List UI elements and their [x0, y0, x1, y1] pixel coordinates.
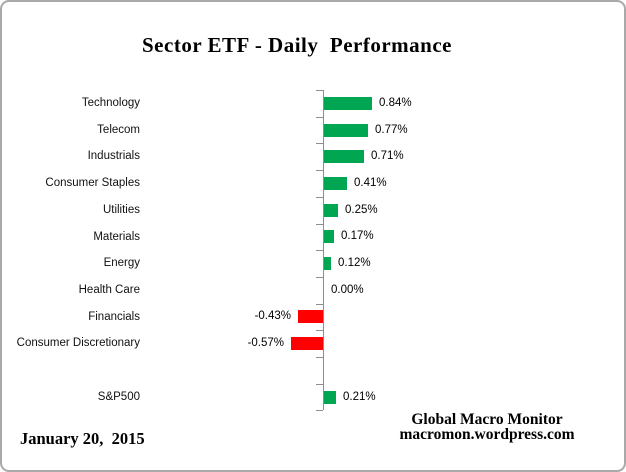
value-label: -0.57% — [247, 337, 284, 349]
value-label: 0.17% — [341, 230, 374, 242]
positive-bar — [324, 150, 364, 163]
positive-bar — [324, 391, 336, 404]
negative-bar — [291, 337, 323, 350]
value-label: 0.41% — [354, 177, 387, 189]
category-label: Health Care — [78, 283, 140, 296]
category-label: Materials — [93, 230, 140, 243]
axis-tick-mark — [316, 90, 323, 91]
axis-tick-mark — [316, 304, 323, 305]
value-label: 0.71% — [371, 150, 404, 162]
value-label: 0.84% — [379, 97, 412, 109]
axis-tick-mark — [316, 357, 323, 358]
category-label: Technology — [81, 97, 140, 109]
category-label: S&P500 — [97, 390, 140, 403]
category-label: Telecom — [97, 123, 140, 136]
chart-title: Sector ETF - Daily Performance — [142, 33, 452, 57]
category-label: Financials — [88, 310, 140, 323]
category-label: Consumer Discretionary — [16, 337, 140, 350]
value-label: 0.25% — [345, 204, 378, 216]
positive-bar — [324, 97, 372, 110]
brand-attribution: Global Macro Monitor macromon.wordpress.… — [367, 411, 607, 443]
positive-bar — [324, 204, 338, 217]
positive-bar — [324, 257, 331, 270]
value-label: 0.00% — [331, 284, 364, 296]
axis-tick-mark — [316, 277, 323, 278]
brand-url: macromon.wordpress.com — [399, 425, 575, 443]
value-label: 0.12% — [338, 257, 371, 269]
axis-tick-mark — [316, 197, 323, 198]
negative-bar — [298, 310, 323, 323]
axis-tick-mark — [316, 143, 323, 144]
axis-tick-mark — [316, 117, 323, 118]
category-label: Utilities — [102, 203, 140, 216]
axis-tick-mark — [316, 330, 323, 331]
category-label: Consumer Staples — [45, 177, 140, 190]
axis-tick-mark — [316, 250, 323, 251]
category-label: Industrials — [87, 150, 140, 163]
axis-tick-mark — [316, 170, 323, 171]
category-label: Energy — [103, 257, 140, 270]
brand-name: Global Macro Monitor — [411, 411, 563, 428]
value-label: 0.21% — [343, 391, 376, 403]
value-label: -0.43% — [254, 310, 291, 322]
axis-tick-mark — [316, 410, 323, 411]
chart-date: January 20, 2015 — [20, 429, 145, 448]
zero-axis-line — [323, 90, 324, 411]
positive-bar — [324, 230, 334, 243]
positive-bar — [324, 124, 368, 137]
positive-bar — [324, 177, 347, 190]
axis-tick-mark — [316, 224, 323, 225]
value-label: 0.77% — [375, 124, 408, 136]
axis-tick-mark — [316, 384, 323, 385]
